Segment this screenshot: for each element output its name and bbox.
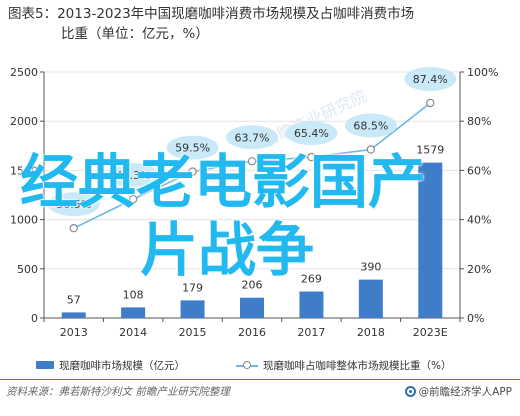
- bar-value-label: 179: [182, 281, 203, 294]
- line-point: [188, 167, 197, 176]
- y-left-tick-label: 2500: [10, 66, 38, 79]
- y-left-tick-label: 2000: [10, 115, 38, 128]
- y-right-tick-label: 20%: [467, 263, 491, 276]
- y-left-tick-label: 500: [17, 263, 38, 276]
- bar: [121, 307, 146, 318]
- line-label-bubble: [47, 192, 100, 217]
- chart-legend: 现磨咖啡市场规模（亿元） 现磨咖啡占咖啡整体市场规模比重（%）: [0, 355, 520, 375]
- footer-logo: @前瞻经济学人APP: [404, 384, 512, 399]
- line-value-label: 36.5%: [56, 198, 91, 211]
- footer-source: 资料来源：弗若斯特沙利文 前瞻产业研究院整理: [6, 386, 230, 398]
- logo-icon: [404, 386, 416, 397]
- y-right-tick-label: 60%: [467, 164, 491, 177]
- legend-bar-swatch: [36, 361, 54, 369]
- line-label-bubble: [107, 163, 160, 188]
- bar-value-label: 206: [242, 279, 263, 292]
- legend-item-line: 现磨咖啡占咖啡整体市场规模比重（%）: [236, 355, 451, 375]
- legend-bar-label: 现磨咖啡市场规模（亿元）: [59, 359, 185, 372]
- line-label-bubble: [404, 66, 457, 91]
- bar-value-label: 1579: [416, 144, 444, 157]
- y-right-tick-label: 100%: [467, 66, 498, 79]
- legend-item-bar: 现磨咖啡市场规模（亿元）: [36, 355, 185, 375]
- line-label-bubble: [344, 113, 397, 138]
- legend-line-label: 现磨咖啡占咖啡整体市场规模比重（%）: [263, 359, 452, 372]
- line-point: [307, 152, 316, 162]
- line-label-bubble: [285, 121, 338, 146]
- line-value-label: 59.5%: [175, 142, 210, 155]
- line-point: [69, 224, 78, 233]
- line-label-bubble: [166, 135, 219, 160]
- legend-line-swatch: [236, 360, 258, 370]
- line-value-label: 68.5%: [353, 119, 388, 132]
- bar-value-label: 108: [123, 288, 144, 301]
- line-label-bubble: [226, 125, 278, 150]
- footer-logo-text: @前瞻经济学人APP: [418, 386, 512, 398]
- y-right-tick-label: 40%: [467, 214, 491, 227]
- x-tick-label: 2017: [297, 326, 325, 339]
- line-point: [247, 157, 257, 166]
- bar: [358, 279, 383, 318]
- line-point: [426, 98, 435, 108]
- chart-title-line2: 比重（单位：亿元，%）: [61, 26, 209, 42]
- line-value-label: 87.4%: [413, 73, 448, 86]
- bar-value-label: 390: [360, 261, 381, 274]
- bar-value-label: 269: [301, 273, 322, 286]
- bar: [240, 297, 264, 318]
- x-tick-label: 2015: [179, 326, 207, 339]
- bar: [299, 291, 324, 318]
- line-point: [366, 145, 376, 154]
- x-tick-label: 2016: [238, 326, 266, 339]
- x-tick-label: 2023E: [413, 326, 448, 339]
- chart-title-line1: 图表5：2013-2023年中国现磨咖啡消费市场规模及占咖啡消费市场: [8, 6, 415, 22]
- line-value-label: 63.7%: [235, 131, 270, 144]
- y-right-tick-label: 0%: [467, 312, 484, 325]
- x-tick-label: 2018: [357, 326, 385, 339]
- bar: [180, 300, 205, 318]
- bar-value-label: 57: [67, 293, 81, 306]
- y-left-tick-label: 1500: [10, 164, 38, 177]
- y-left-tick-label: 1000: [10, 214, 38, 227]
- line-point: [128, 194, 138, 204]
- y-right-tick-label: 80%: [467, 115, 491, 128]
- line-value-label: 65.4%: [294, 127, 329, 140]
- x-tick-label: 2014: [119, 326, 147, 339]
- y-left-tick-label: 0: [31, 312, 38, 325]
- chart-plot: 0 500 1000 1500 2000 2500 0% 20% 40% 60% 80% 100% 20…: [10, 66, 498, 339]
- bar: [61, 312, 86, 318]
- bar: [418, 162, 443, 318]
- footer-divider: [0, 379, 520, 380]
- line-value-label: 48.3%: [116, 169, 151, 182]
- x-tick-label: 2013: [60, 326, 88, 339]
- chart-title: 图表5：2013-2023年中国现磨咖啡消费市场规模及占咖啡消费市场 比重（单位…: [8, 4, 513, 44]
